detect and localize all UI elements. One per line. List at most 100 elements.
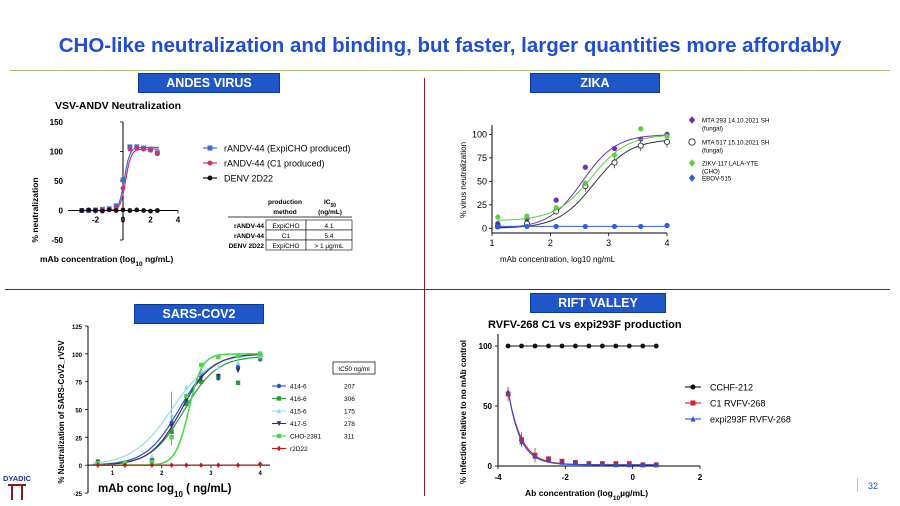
logo-text: DYADIC — [3, 474, 32, 483]
y-tick-label: 50 — [75, 409, 82, 415]
table-header-production: production — [268, 199, 302, 206]
legend-marker — [688, 138, 696, 146]
zika-badge: ZIKA — [530, 73, 660, 93]
y-tick-label: 50 — [54, 177, 63, 186]
data-point — [198, 376, 204, 382]
data-point — [235, 380, 241, 385]
legend-marker — [688, 159, 696, 167]
data-point — [586, 343, 592, 349]
legend-marker — [690, 416, 696, 422]
x-tick-label: 2 — [148, 216, 153, 225]
legend-label: CCHF-212 — [710, 383, 753, 393]
legend-marker — [207, 145, 213, 151]
x-axis-label: mAb conc log10 ( ng/mL) — [98, 483, 232, 499]
series-line — [497, 140, 668, 229]
x-tick-label: 1 — [489, 238, 494, 248]
series-line — [92, 353, 263, 466]
data-point — [93, 208, 98, 213]
legend-label-suffix: (CHO) — [702, 169, 720, 176]
zika-chart: 1 2 3 4 0 25 50 75 100 mAb concentration, log10 … — [459, 116, 769, 264]
andes-legend: rANDV-44 (ExpiCHO produced) rANDV-44 (C1 … — [203, 144, 351, 184]
x-tick-label: 4 — [258, 471, 262, 477]
slide-title: CHO-like neutralization and binding, but… — [58, 34, 842, 57]
data-point — [257, 356, 263, 361]
y-tick-label: 100 — [479, 342, 493, 351]
data-point — [519, 343, 524, 349]
data-point — [169, 435, 174, 440]
data-point — [613, 343, 619, 349]
table-antibody: rANDV-44 — [234, 233, 264, 240]
y-tick-label: 125 — [72, 325, 83, 331]
ic50-value: 311 — [344, 434, 355, 441]
legend-label: 417-5 — [290, 421, 307, 428]
y-axis-label: % virus neutralization — [459, 142, 468, 218]
ic50-value: 207 — [344, 384, 355, 391]
data-point — [134, 145, 140, 151]
data-point — [640, 461, 646, 468]
table-antibody: rANDV-44 — [234, 223, 264, 230]
data-point — [638, 126, 644, 132]
data-point — [653, 461, 659, 468]
data-point — [257, 351, 263, 357]
data-point — [113, 208, 119, 213]
table-header-method: method — [273, 209, 297, 216]
data-point — [99, 208, 105, 214]
data-point — [637, 142, 644, 149]
legend-marker — [207, 160, 213, 166]
legend-marker — [276, 383, 282, 389]
data-point — [86, 207, 92, 213]
x-axis-label: Ab concentration (log10µg/mL) — [525, 488, 648, 502]
y-tick-label: 0 — [482, 223, 487, 233]
data-point — [573, 343, 578, 349]
legend-label-suffix: (fungal) — [702, 126, 723, 133]
legend-label: MTA 517 15.10.2021 SH — [702, 140, 769, 147]
ic50-header: IC50 ng/ml — [338, 366, 370, 373]
data-point — [127, 208, 133, 213]
series-line — [92, 354, 263, 464]
y-tick-label: 0 — [79, 464, 83, 470]
x-tick-label: 3 — [606, 238, 611, 248]
legend-label-suffix: (fungal) — [702, 148, 723, 155]
data-point — [582, 164, 588, 170]
andes-virus-badge: ANDES VIRUS — [138, 73, 280, 93]
data-point — [553, 223, 559, 230]
x-tick-label: -4 — [494, 473, 502, 482]
x-axis-label: mAb concentration, log10 ng/mL — [500, 255, 616, 264]
data-point — [120, 207, 126, 213]
legend-label: r2D22 — [290, 446, 308, 453]
data-point — [141, 208, 147, 213]
series-line — [497, 134, 668, 229]
data-point — [235, 353, 241, 359]
series-line — [497, 135, 668, 221]
data-point — [184, 401, 189, 407]
data-point — [216, 373, 221, 379]
data-point — [626, 461, 632, 468]
zika-legend: MTA 293 14.10.2021 SH(fungal)MTA 517 15.… — [688, 116, 769, 183]
data-point — [154, 208, 160, 213]
data-point — [664, 133, 670, 139]
table-method: ExpiCHO — [272, 243, 299, 250]
page-number-divider — [857, 478, 858, 492]
data-point — [582, 223, 588, 230]
x-tick-label: 1 — [111, 471, 115, 477]
data-point — [216, 462, 221, 468]
data-point — [626, 343, 632, 349]
x-tick-label: 4 — [664, 238, 669, 248]
data-point — [184, 462, 189, 468]
legend-marker — [688, 116, 696, 124]
y-tick-label: -25 — [73, 492, 82, 498]
data-point — [653, 343, 659, 349]
x-axis-label: mAb concentration (log10 ng/mL) — [40, 254, 173, 268]
legend-label: CHO-2381 — [290, 434, 321, 441]
data-point — [79, 208, 85, 213]
legend-label: rANDV-44 (C1 produced) — [224, 159, 325, 169]
data-point — [505, 388, 511, 394]
data-point — [235, 364, 241, 370]
chart-title: VSV-ANDV Neutralization — [55, 100, 181, 112]
data-point — [169, 429, 174, 434]
x-tick-label: 3 — [209, 471, 213, 477]
ic50-value: 175 — [344, 409, 355, 416]
legend-label: C1 RVFV-268 — [710, 399, 765, 409]
x-tick-label: 2 — [548, 238, 553, 248]
vertical-divider — [424, 78, 425, 496]
